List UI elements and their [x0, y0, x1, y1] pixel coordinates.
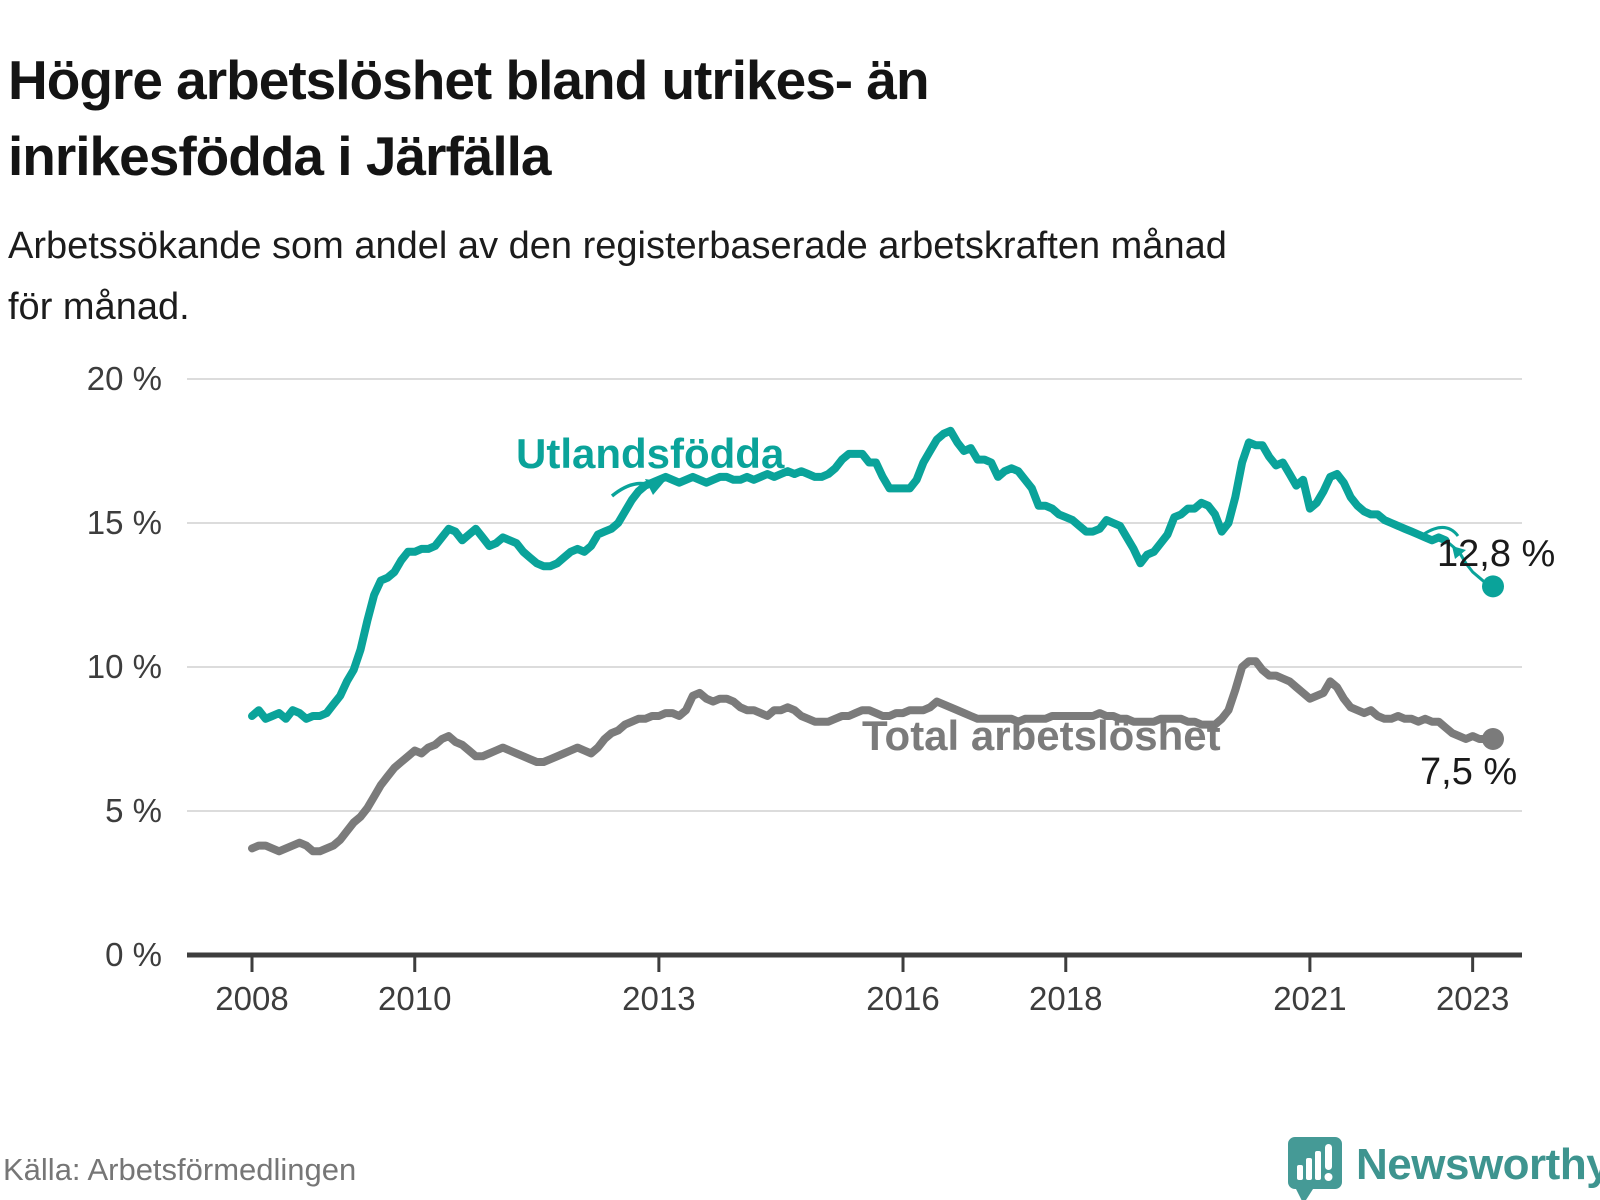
- line-total-arbetsloshet: [248, 657, 1497, 856]
- newsworthy-logo-icon: [1288, 1137, 1342, 1200]
- x-axis-label-2010: 2010: [378, 980, 451, 1017]
- subtitle-line-2: för månad.: [8, 285, 190, 328]
- utlandsfodda-label-arrowhead: [645, 479, 664, 495]
- x-axis-label-2018: 2018: [1029, 980, 1102, 1017]
- x-axis-label-2008: 2008: [215, 980, 288, 1017]
- end-value-arrowhead: [1452, 546, 1466, 559]
- end-dot-utlandsfodda: [1482, 575, 1504, 598]
- title-line-2: inrikesfödda i Järfälla: [8, 124, 552, 187]
- end-value-label-total: 7,5 %: [1420, 751, 1518, 793]
- chart-subtitle: Arbetssökande som andel av den registerb…: [8, 216, 1568, 338]
- page-title: Högre arbetslöshet bland utrikes- än inr…: [8, 43, 1408, 195]
- title-line-1: Högre arbetslöshet bland utrikes- än: [8, 48, 930, 111]
- end-dot-total: [1482, 728, 1504, 750]
- end-value-arrow: [1423, 526, 1460, 537]
- x-axis-label-2013: 2013: [622, 980, 695, 1017]
- series-label-total-arbetsloshet: Total arbetslöshet: [862, 712, 1221, 759]
- y-axis-label-15: 15 %: [87, 504, 162, 541]
- x-axis-label-2021: 2021: [1273, 980, 1346, 1017]
- x-axis-label-2016: 2016: [866, 980, 939, 1017]
- line-utlandsfodda: [248, 426, 1450, 723]
- series-label-utlandsfodda: Utlandsfödda: [516, 430, 785, 477]
- y-axis-label-10: 10 %: [87, 648, 162, 685]
- y-axis-label-0: 0 %: [105, 936, 162, 973]
- end-value-label-utlandsfodda: 12,8 %: [1437, 533, 1556, 575]
- x-axis-label-2023: 2023: [1436, 980, 1509, 1017]
- y-axis-label-5: 5 %: [105, 792, 162, 829]
- source-credit: Källa: Arbetsförmedlingen: [3, 1152, 357, 1187]
- subtitle-line-1: Arbetssökande som andel av den registerb…: [8, 225, 1227, 267]
- y-axis-label-20: 20 %: [87, 360, 162, 397]
- brand-name: Newsworthy: [1356, 1140, 1600, 1189]
- line-chart: 0 % 5 % 10 % 15 % 20 % 2008 2010 2013 2016 2018 20…: [87, 360, 1522, 1017]
